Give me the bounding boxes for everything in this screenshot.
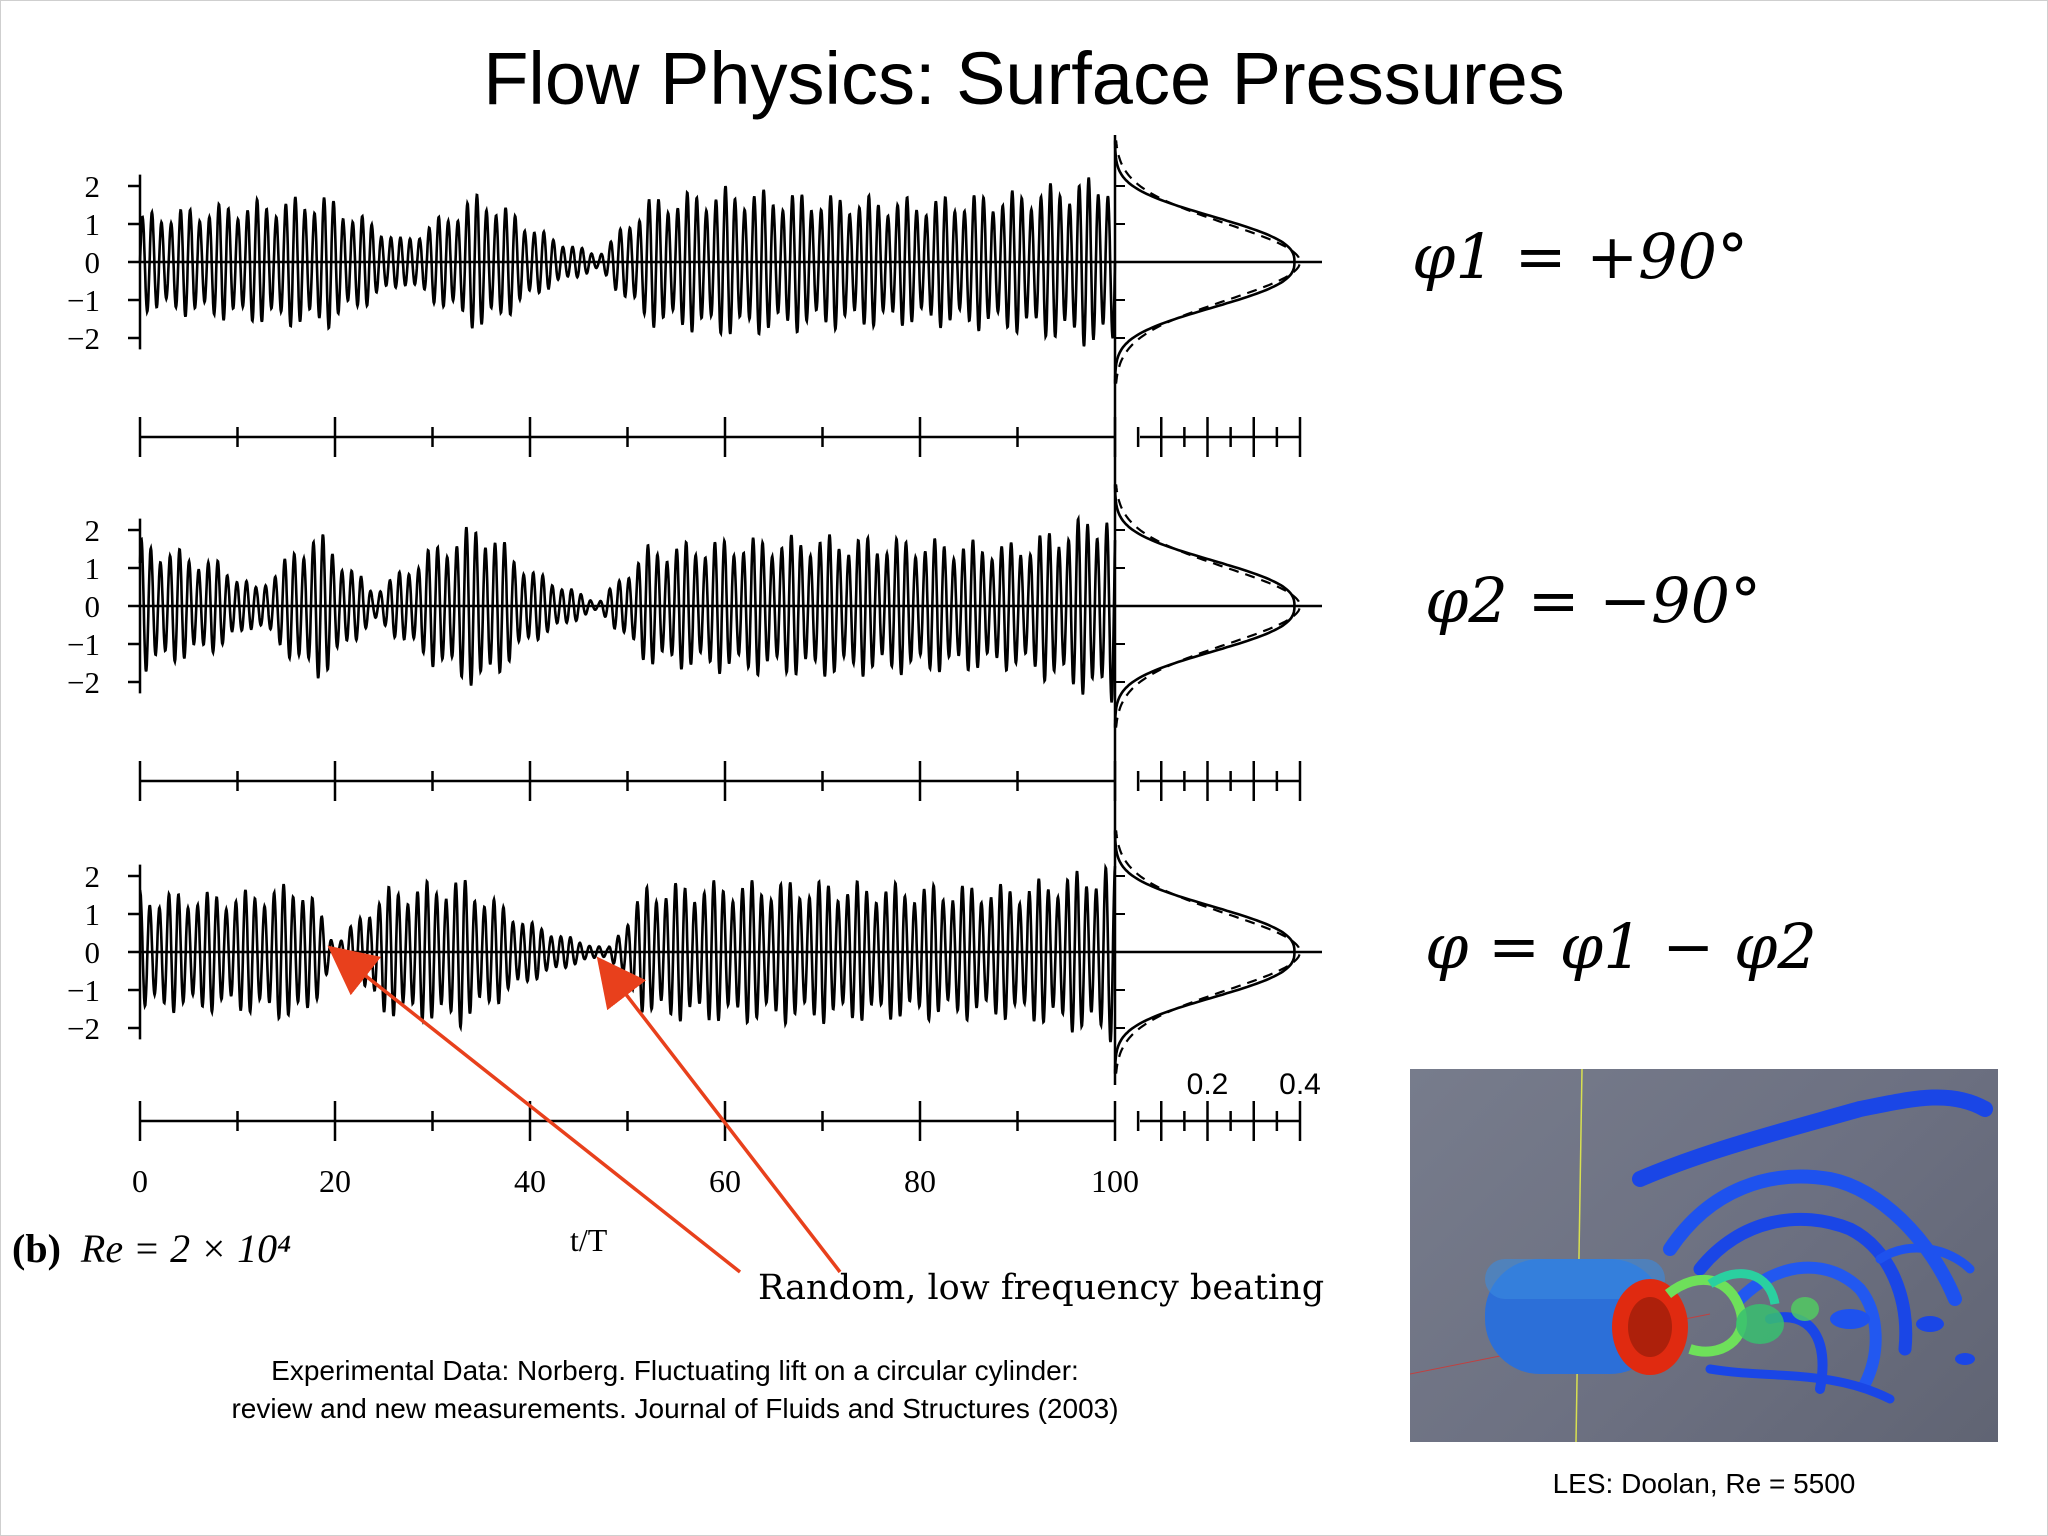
panel-1: 210−1−2 [67, 140, 1322, 457]
y-tick-label: 1 [85, 551, 101, 586]
pressure-trace [138, 177, 1117, 347]
y-tick-label: −1 [67, 627, 100, 662]
x-tick-label: 100 [1091, 1163, 1139, 1199]
equation-phi-difference: φ = φ1 − φ2 [1425, 910, 1817, 983]
citation-line-2: review and new measurements. Journal of … [231, 1393, 1119, 1424]
x-axis-label: t/T [570, 1222, 608, 1258]
reynolds-number: Re = 2 × 10⁴ [80, 1226, 291, 1271]
citation-line-1: Experimental Data: Norberg. Fluctuating … [271, 1355, 1079, 1386]
panel-label: (b) [12, 1226, 61, 1271]
y-tick-label: 1 [85, 897, 101, 932]
y-tick-label: −2 [67, 1011, 100, 1046]
x-tick-label: 80 [904, 1163, 936, 1199]
equation-phi1: φ1 = +90° [1412, 220, 1749, 293]
y-tick-label: −2 [67, 321, 100, 356]
equation-phi2: φ2 = −90° [1425, 564, 1762, 637]
panel-3: 210−1−2 [67, 830, 1322, 1141]
y-tick-label: 0 [85, 935, 101, 970]
y-tick-label: 0 [85, 589, 101, 624]
reynolds-label: (b) Re = 2 × 10⁴ [12, 1225, 291, 1272]
x-tick-label: 0 [132, 1163, 148, 1199]
les-caption: LES: Doolan, Re = 5500 [1552, 1468, 1856, 1499]
annotation-arrow-1 [327, 945, 742, 1274]
y-tick-label: 1 [85, 207, 101, 242]
y-tick-label: 0 [85, 245, 101, 280]
y-tick-label: −2 [67, 665, 100, 700]
y-tick-label: −1 [67, 973, 100, 1008]
pdf-tick-label: 0.2 [1187, 1068, 1229, 1101]
annotation-arrow-2 [596, 956, 842, 1274]
pressure-trace [139, 862, 1117, 1043]
pdf-measured-curve [1113, 830, 1296, 1074]
beating-annotation: Random, low frequency beating [758, 1268, 1325, 1308]
citation: Experimental Data: Norberg. Fluctuating … [150, 1352, 1200, 1428]
y-tick-label: 2 [85, 169, 101, 204]
panel-2: 210−1−2 [67, 484, 1322, 801]
x-tick-label: 20 [319, 1163, 351, 1199]
pdf-measured-curve [1113, 140, 1296, 384]
y-tick-label: −1 [67, 283, 100, 318]
x-tick-label: 40 [514, 1163, 546, 1199]
x-tick-label: 60 [709, 1163, 741, 1199]
pdf-measured-curve [1113, 484, 1296, 728]
pressure-trace [138, 514, 1117, 703]
y-tick-label: 2 [85, 859, 101, 894]
y-tick-label: 2 [85, 513, 101, 548]
slide-title: Flow Physics: Surface Pressures [483, 37, 1565, 120]
les-vortex-image [1410, 1069, 1998, 1442]
pdf-tick-label: 0.4 [1279, 1068, 1321, 1101]
